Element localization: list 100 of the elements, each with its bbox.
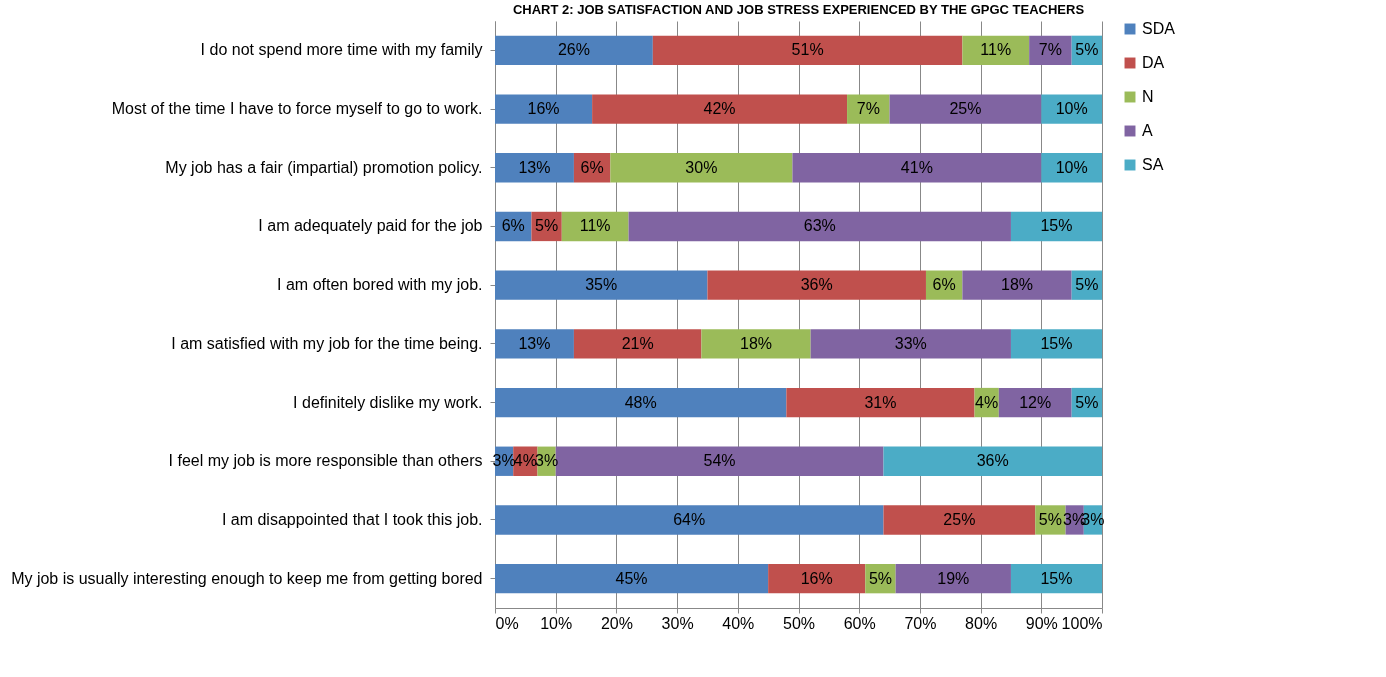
data-label: 5% [535, 217, 559, 235]
data-label: 7% [1038, 41, 1062, 59]
data-label: 36% [976, 452, 1009, 470]
data-label: 64% [673, 510, 706, 528]
data-label: 18% [1001, 276, 1034, 294]
y-tick-label: I am adequately paid for the job [258, 217, 483, 235]
data-label: 6% [580, 158, 604, 176]
data-label: 6% [932, 276, 956, 294]
bar [847, 94, 890, 124]
data-label: 7% [856, 100, 880, 118]
bar [895, 563, 1011, 594]
y-tick-label: I feel my job is more responsible than others [168, 452, 483, 470]
bar [592, 94, 848, 124]
bar [883, 505, 1036, 535]
bar [786, 387, 975, 418]
data-label: 30% [685, 158, 718, 176]
legend-label: SA [1142, 156, 1164, 173]
x-tick-label: 0% [495, 614, 519, 632]
x-tick-label: 50% [782, 614, 816, 632]
x-tick-label: 60% [843, 614, 876, 632]
data-label: 45% [615, 569, 648, 587]
data-label: 31% [864, 393, 897, 411]
data-label: 19% [937, 569, 970, 587]
bar [628, 211, 1011, 242]
bar [495, 94, 593, 124]
chart-title: CHART 2: JOB SATISFACTION AND JOB STRESS EXPERIENCED BY THE GPGC TEACHERS [512, 2, 1085, 17]
y-tick-label: I am often bored with my job. [277, 276, 483, 294]
y-tick-label: My job has a fair (impartial) promotion policy. [165, 158, 483, 176]
legend-label: DA [1142, 54, 1165, 71]
legend-label: SDA [1142, 20, 1176, 37]
y-tick-label: My job is usually interesting enough to keep me from getting bored [11, 569, 483, 587]
bar [495, 563, 769, 594]
data-label: 13% [518, 334, 551, 352]
bar [962, 270, 1072, 300]
bar [495, 329, 574, 359]
data-label: 11% [579, 217, 611, 235]
legend-label: A [1142, 122, 1153, 139]
data-label: 5% [1038, 510, 1062, 528]
x-tick-label: 20% [600, 614, 633, 632]
data-label: 25% [949, 100, 982, 118]
x-tick-label: 40% [722, 614, 755, 632]
data-label: 33% [894, 334, 927, 352]
data-label: 5% [1075, 276, 1099, 294]
x-tick-label: 70% [904, 614, 937, 632]
y-tick-label: I do not spend more time with my family [200, 41, 483, 59]
data-label: 5% [1075, 41, 1099, 59]
bar [610, 153, 793, 183]
data-label: 25% [943, 510, 976, 528]
data-label: 5% [1075, 393, 1099, 411]
legend-label: N [1142, 88, 1154, 105]
bar [1010, 563, 1102, 594]
y-tick-label: Most of the time I have to force myself to go to work. [111, 100, 483, 118]
data-label: 15% [1040, 334, 1073, 352]
bar [792, 153, 1042, 183]
data-label: 35% [585, 276, 618, 294]
data-label: 11% [980, 41, 1012, 59]
bar [1010, 211, 1102, 242]
data-label: 10% [1055, 158, 1088, 176]
data-label: 63% [803, 217, 836, 235]
bar [495, 35, 653, 66]
data-label: 5% [868, 569, 893, 587]
bar [810, 329, 1011, 359]
bar [495, 505, 884, 535]
y-tick-label: I definitely dislike my work. [293, 393, 483, 411]
data-label: 42% [703, 100, 736, 118]
data-label: 36% [800, 276, 833, 294]
data-label: 4% [975, 393, 999, 411]
bar [707, 270, 926, 300]
data-label: 48% [624, 393, 657, 411]
bar [495, 153, 574, 183]
y-tick-label: I am satisfied with my job for the time being. [171, 334, 483, 352]
data-label: 13% [518, 158, 551, 176]
bar [1010, 329, 1102, 359]
bar [1041, 94, 1102, 124]
data-label: 21% [621, 334, 654, 352]
x-tick-label: 80% [965, 614, 998, 632]
bar [701, 329, 811, 359]
bar [889, 94, 1042, 124]
data-label: 15% [1040, 217, 1073, 235]
x-tick-label: 30% [661, 614, 694, 632]
bar [495, 387, 787, 418]
data-label: 16% [800, 569, 833, 587]
data-label: 6% [501, 217, 525, 235]
data-label: 54% [703, 452, 736, 470]
data-label: 10% [1055, 100, 1088, 118]
x-tick-label: 90% [1025, 614, 1058, 632]
data-label: 41% [900, 158, 933, 176]
data-label: 15% [1040, 569, 1073, 587]
data-label: 51% [791, 41, 824, 59]
data-label: 16% [527, 100, 560, 118]
bar [652, 35, 963, 66]
bar [883, 446, 1102, 476]
bar [573, 329, 702, 359]
bar [495, 270, 708, 300]
data-label: 12% [1019, 393, 1052, 411]
data-label: 26% [557, 41, 590, 59]
bar [768, 563, 866, 594]
x-tick-label: 10% [540, 614, 573, 632]
x-tick-label: 100% [1061, 614, 1103, 632]
y-tick-label: I am disappointed that I took this job. [221, 510, 483, 528]
